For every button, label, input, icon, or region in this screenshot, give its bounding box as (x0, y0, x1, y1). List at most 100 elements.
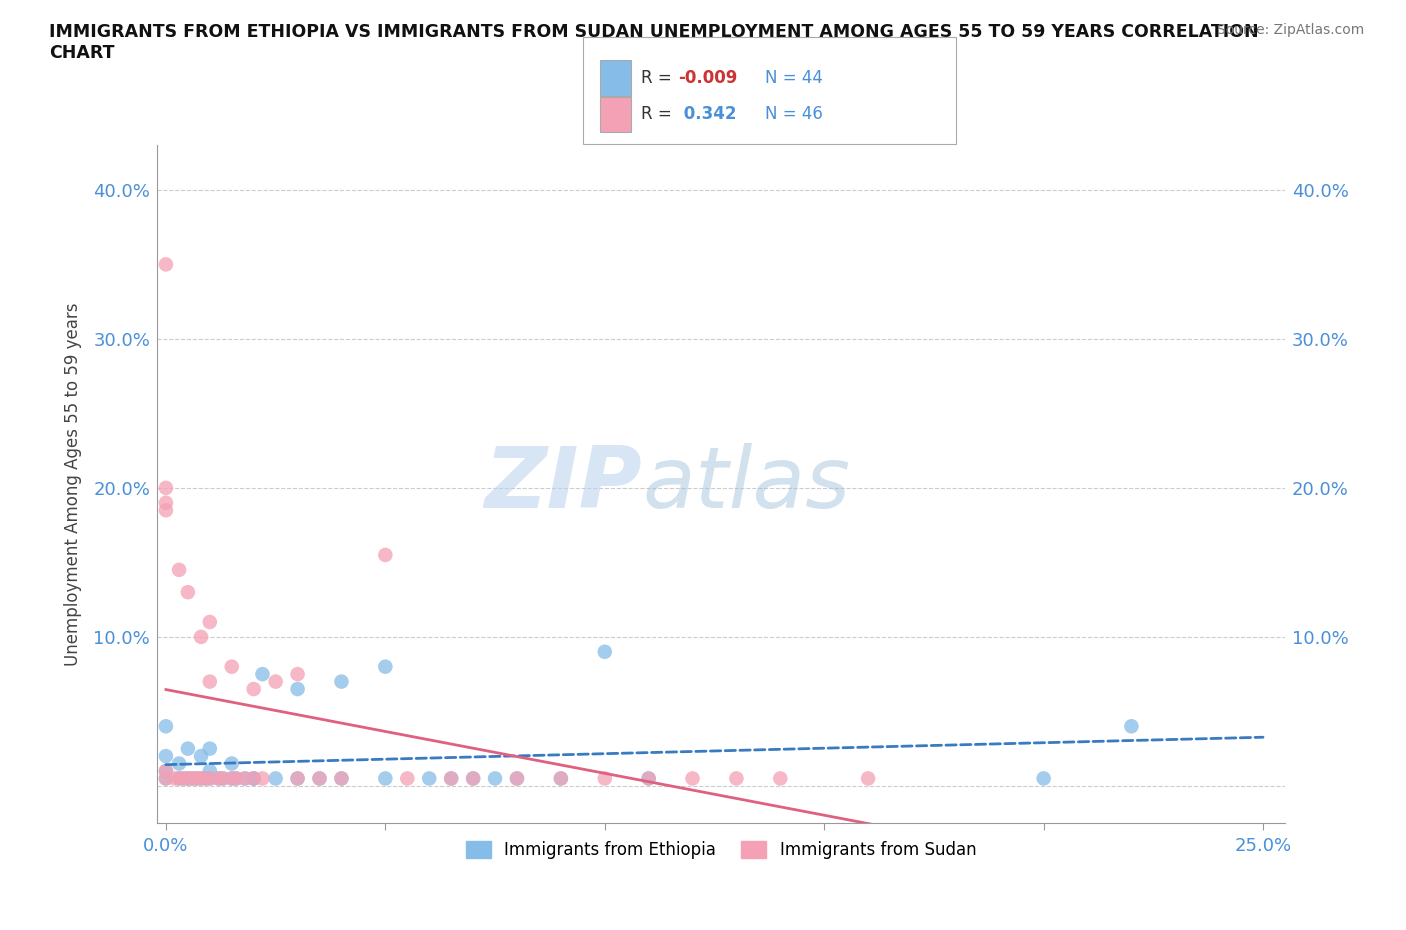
Point (177, 771, 200, 786)
Point (155, 719, 177, 734)
Point (252, 667, 274, 682)
Point (484, 771, 506, 786)
Point (186, 771, 208, 786)
Point (167, 771, 190, 786)
Text: ZIP: ZIP (485, 443, 643, 525)
Point (221, 756, 243, 771)
Text: R =: R = (641, 105, 678, 123)
Point (198, 741, 221, 756)
Point (769, 771, 792, 786)
Point (308, 771, 330, 786)
Point (155, 257, 177, 272)
Point (172, 771, 194, 786)
Point (330, 771, 353, 786)
Point (242, 771, 264, 786)
Point (194, 771, 217, 786)
Point (167, 756, 190, 771)
Point (418, 771, 440, 786)
Point (374, 771, 396, 786)
Point (1121, 719, 1143, 734)
Point (682, 771, 704, 786)
Point (155, 764, 177, 778)
Point (637, 771, 659, 786)
Point (287, 771, 309, 786)
Point (242, 682, 264, 697)
Point (287, 667, 309, 682)
Point (593, 771, 616, 786)
Point (461, 771, 484, 786)
Point (163, 771, 186, 786)
Point (233, 771, 256, 786)
Point (221, 771, 243, 786)
Point (550, 771, 572, 786)
Point (155, 771, 177, 786)
Point (252, 771, 274, 786)
Text: Source: ZipAtlas.com: Source: ZipAtlas.com (1216, 23, 1364, 37)
Point (212, 771, 235, 786)
Text: atlas: atlas (643, 443, 851, 525)
Point (194, 771, 217, 786)
Point (440, 771, 463, 786)
Point (725, 771, 748, 786)
Point (396, 771, 419, 786)
Point (155, 771, 177, 786)
Text: R =: R = (641, 69, 678, 86)
Text: N = 44: N = 44 (765, 69, 823, 86)
Text: -0.009: -0.009 (678, 69, 737, 86)
Point (190, 771, 212, 786)
Point (287, 682, 309, 697)
Point (506, 771, 529, 786)
Point (440, 771, 463, 786)
Point (308, 771, 330, 786)
Point (207, 771, 229, 786)
Point (856, 771, 879, 786)
Point (593, 644, 616, 659)
Text: N = 46: N = 46 (765, 105, 823, 123)
Point (177, 771, 200, 786)
Point (177, 741, 200, 756)
Point (198, 615, 221, 630)
Point (190, 630, 212, 644)
Point (167, 563, 190, 578)
Point (190, 771, 212, 786)
Point (172, 771, 194, 786)
Point (550, 771, 572, 786)
Point (207, 771, 229, 786)
Point (242, 771, 264, 786)
Point (155, 481, 177, 496)
Point (264, 771, 287, 786)
Point (225, 771, 247, 786)
Point (181, 771, 204, 786)
Point (330, 771, 353, 786)
Point (225, 771, 247, 786)
Point (186, 771, 208, 786)
Point (155, 749, 177, 764)
Point (374, 659, 396, 674)
Y-axis label: Unemployment Among Ages 55 to 59 years: Unemployment Among Ages 55 to 59 years (65, 302, 82, 666)
Point (506, 771, 529, 786)
Point (212, 771, 235, 786)
Point (461, 771, 484, 786)
Point (198, 771, 221, 786)
Point (155, 764, 177, 778)
Point (264, 674, 287, 689)
Point (287, 771, 309, 786)
Point (330, 674, 353, 689)
Point (637, 771, 659, 786)
Point (233, 771, 256, 786)
Point (177, 585, 200, 600)
Point (198, 764, 221, 778)
Point (221, 771, 243, 786)
Point (374, 548, 396, 563)
Point (167, 771, 190, 786)
Legend: Immigrants from Ethiopia, Immigrants from Sudan: Immigrants from Ethiopia, Immigrants fro… (460, 834, 983, 866)
Text: IMMIGRANTS FROM ETHIOPIA VS IMMIGRANTS FROM SUDAN UNEMPLOYMENT AMONG AGES 55 TO : IMMIGRANTS FROM ETHIOPIA VS IMMIGRANTS F… (49, 23, 1258, 62)
Point (221, 659, 243, 674)
Point (198, 771, 221, 786)
Point (1032, 771, 1054, 786)
Point (155, 496, 177, 511)
Text: 0.342: 0.342 (678, 105, 737, 123)
Point (242, 771, 264, 786)
Point (190, 749, 212, 764)
Point (198, 674, 221, 689)
